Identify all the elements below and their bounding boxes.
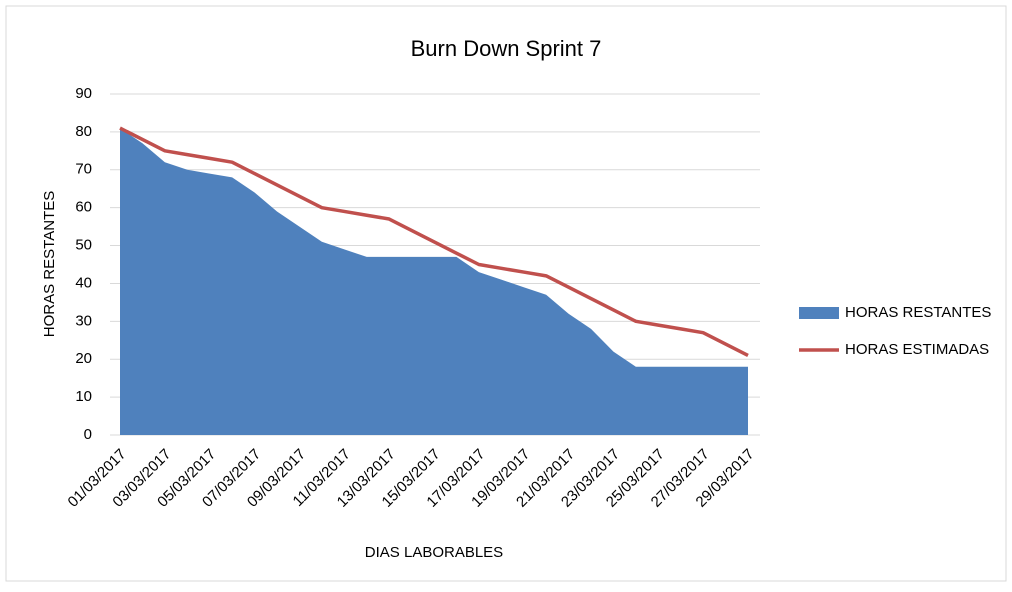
- y-tick-label: 0: [84, 426, 92, 443]
- y-axis-label: HORAS RESTANTES: [41, 191, 58, 337]
- y-tick-label: 70: [75, 161, 92, 178]
- line: [119, 126, 749, 357]
- x-axis-label: DIAS LABORABLES: [365, 544, 503, 561]
- chart-title: Burn Down Sprint 7: [411, 36, 602, 61]
- y-tick-label: 90: [75, 85, 92, 102]
- y-tick-label: 80: [75, 123, 92, 140]
- y-tick-label: 60: [75, 199, 92, 216]
- legend-label: HORAS ESTIMADAS: [845, 341, 989, 358]
- y-tick-label: 10: [75, 388, 92, 405]
- y-tick-label: 30: [75, 312, 92, 329]
- y-tick-label: 20: [75, 350, 92, 367]
- area: [120, 128, 748, 435]
- legend-swatch: [799, 307, 839, 319]
- legend-label: HORAS RESTANTES: [845, 304, 991, 321]
- y-tick-label: 40: [75, 274, 92, 291]
- y-tick-label: 50: [75, 237, 92, 254]
